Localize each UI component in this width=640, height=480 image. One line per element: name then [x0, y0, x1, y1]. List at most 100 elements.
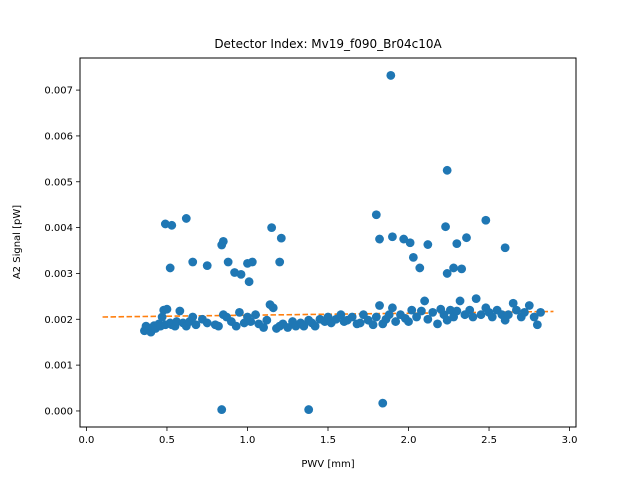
data-point: [452, 306, 462, 316]
data-point: [404, 317, 413, 326]
chart-title: Detector Index: Mv19_f090_Br04c10A: [214, 37, 442, 51]
data-point: [283, 323, 293, 332]
data-point: [388, 232, 397, 242]
data-point: [217, 405, 227, 414]
y-tick-label: 0.004: [44, 223, 73, 234]
data-point: [386, 71, 396, 80]
data-point: [191, 320, 201, 330]
x-tick-label: 2.0: [401, 435, 417, 446]
data-point: [371, 312, 381, 322]
data-point: [536, 308, 545, 317]
data-point: [508, 298, 518, 308]
data-point: [468, 312, 478, 322]
data-point: [503, 310, 513, 320]
data-point: [268, 303, 278, 313]
data-point: [236, 269, 246, 279]
y-axis: 0.000 0.001 0.002 0.003 0.004 0.005 0.006 0.007: [44, 86, 80, 417]
x-tick-label: 1.5: [320, 435, 336, 446]
data-point: [371, 210, 381, 220]
data-point: [202, 261, 212, 271]
data-point: [420, 296, 430, 306]
data-point: [378, 398, 388, 408]
data-point: [441, 222, 450, 232]
data-point: [423, 240, 433, 249]
data-point: [524, 301, 534, 310]
data-point: [368, 320, 378, 330]
data-point: [407, 305, 417, 315]
data-point: [246, 317, 256, 326]
data-point: [375, 234, 384, 244]
data-point: [157, 312, 167, 322]
data-point: [512, 305, 521, 315]
x-axis-label: PWV [mm]: [301, 459, 354, 470]
y-tick-label: 0.006: [44, 131, 73, 142]
data-point: [442, 165, 452, 175]
data-point: [520, 308, 529, 317]
y-tick-label: 0.005: [44, 177, 73, 188]
x-tick-label: 0.0: [78, 435, 94, 446]
y-tick-label: 0.001: [44, 361, 73, 372]
data-point: [417, 306, 426, 316]
data-point: [415, 263, 425, 273]
x-tick-label: 0.5: [159, 435, 175, 446]
data-point: [462, 233, 471, 243]
x-tick-label: 1.0: [240, 435, 256, 446]
data-point: [231, 321, 241, 331]
data-point: [476, 310, 486, 320]
data-point: [532, 320, 542, 330]
data-point: [442, 269, 452, 278]
data-point: [391, 317, 401, 326]
data-point: [188, 257, 198, 267]
data-point: [167, 220, 177, 230]
data-point: [247, 257, 257, 267]
data-point: [445, 305, 455, 315]
points-layer: [140, 71, 545, 414]
data-point: [175, 306, 185, 316]
data-point: [244, 277, 254, 287]
data-point: [412, 312, 421, 322]
data-point: [408, 253, 418, 262]
data-point: [202, 318, 212, 328]
data-point: [481, 215, 491, 225]
data-point: [262, 315, 272, 325]
data-point: [214, 321, 223, 331]
y-tick-label: 0.007: [44, 86, 73, 97]
data-point: [275, 257, 285, 267]
data-point: [487, 312, 497, 322]
data-point: [375, 301, 384, 310]
data-point: [304, 405, 314, 414]
data-point: [181, 214, 191, 223]
data-point: [235, 308, 244, 317]
data-point: [336, 310, 346, 320]
data-point: [384, 310, 394, 320]
y-tick-label: 0.000: [44, 406, 73, 417]
x-tick-label: 3.0: [562, 435, 578, 446]
data-point: [457, 264, 467, 274]
data-point: [251, 310, 260, 320]
data-point: [388, 303, 397, 313]
data-point: [299, 321, 309, 331]
data-point: [500, 243, 510, 253]
data-point: [428, 308, 438, 317]
data-point: [165, 263, 175, 273]
data-point: [188, 312, 198, 322]
data-point: [347, 312, 357, 322]
y-axis-label: A2 Signal [pW]: [12, 205, 23, 279]
data-point: [529, 312, 539, 322]
data-point: [405, 238, 415, 248]
data-point: [423, 314, 433, 324]
y-tick-label: 0.002: [44, 315, 73, 326]
x-axis: 0.0 0.5 1.0 1.5 2.0 2.5 3.0: [78, 427, 578, 446]
data-point: [433, 319, 442, 329]
data-point: [465, 305, 475, 315]
data-point: [276, 233, 286, 243]
data-point: [399, 234, 409, 244]
data-point: [455, 296, 465, 306]
data-point: [162, 304, 172, 314]
data-point: [310, 321, 320, 331]
data-point: [452, 239, 462, 249]
data-point: [267, 223, 277, 233]
data-point: [449, 263, 459, 273]
